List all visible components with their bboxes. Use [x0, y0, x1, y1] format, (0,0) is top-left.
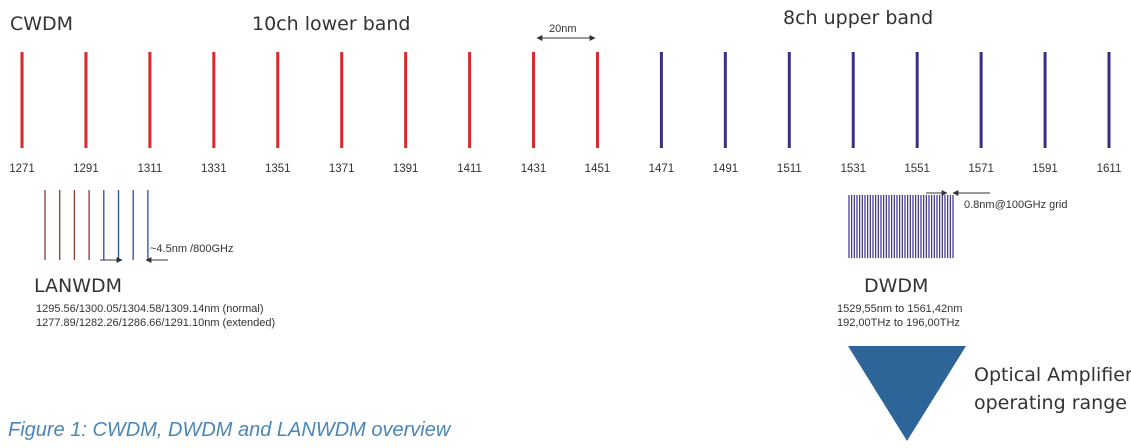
cwdm-channel-label: 1431 — [521, 163, 547, 175]
lanwdm-channel-lines — [44, 190, 149, 260]
cwdm-channel-label: 1411 — [457, 163, 482, 175]
cwdm-channel-label: 1511 — [777, 163, 802, 175]
cwdm-channel-label: 1571 — [968, 163, 994, 175]
cwdm-channel-lines — [20, 52, 1111, 148]
cwdm-channel-label: 1271 — [9, 163, 35, 175]
dwdm-frequency-range: 192,00THz to 196,00THz — [837, 317, 960, 329]
cwdm-channel-label: 1391 — [393, 163, 419, 175]
upper-band-label: 8ch upper band — [783, 7, 933, 29]
cwdm-channel-label: 1611 — [1097, 163, 1122, 175]
dwdm-wavelength-range: 1529,55nm to 1561,42nm — [837, 303, 962, 315]
dwdm-channel-lines — [848, 195, 954, 258]
cwdm-title: CWDM — [10, 13, 73, 35]
lanwdm-extended-wavelengths: 1277.89/1282.26/1286.66/1291.10nm (exten… — [36, 317, 275, 329]
lanwdm-spacing-label: ~4.5nm /800GHz — [150, 243, 233, 255]
cwdm-channel-labels: 1271 1291 1311 1331 1351 1371 1391 1411 1431 1451… — [9, 163, 1121, 175]
dwdm-title: DWDM — [864, 275, 928, 297]
cwdm-channel-label: 1371 — [329, 163, 355, 175]
cwdm-channel-label: 1291 — [73, 163, 99, 175]
lower-band-label: 10ch lower band — [252, 13, 411, 35]
dwdm-spacing-label: 0.8nm@100GHz grid — [964, 199, 1068, 211]
amplifier-label-line2: operating range — [974, 392, 1127, 414]
cwdm-channel-label: 1491 — [713, 163, 739, 175]
cwdm-spacing-label: 20nm — [549, 23, 577, 35]
lanwdm-normal-wavelengths: 1295.56/1300.05/1304.58/1309.14nm (norma… — [36, 303, 264, 315]
amplifier-range-triangle — [848, 346, 966, 441]
cwdm-channel-label: 1451 — [585, 163, 611, 175]
cwdm-channel-label: 1351 — [265, 163, 291, 175]
lanwdm-title: LANWDM — [34, 275, 122, 297]
cwdm-channel-label: 1591 — [1032, 163, 1058, 175]
cwdm-channel-label: 1331 — [201, 163, 227, 175]
cwdm-channel-label: 1531 — [840, 163, 866, 175]
amplifier-label-line1: Optical Amplifier — [974, 364, 1131, 386]
cwdm-channel-label: 1311 — [138, 163, 163, 175]
cwdm-channel-label: 1471 — [649, 163, 675, 175]
figure-caption: Figure 1: CWDM, DWDM and LANWDM overview — [8, 419, 451, 441]
cwdm-channel-label: 1551 — [904, 163, 930, 175]
